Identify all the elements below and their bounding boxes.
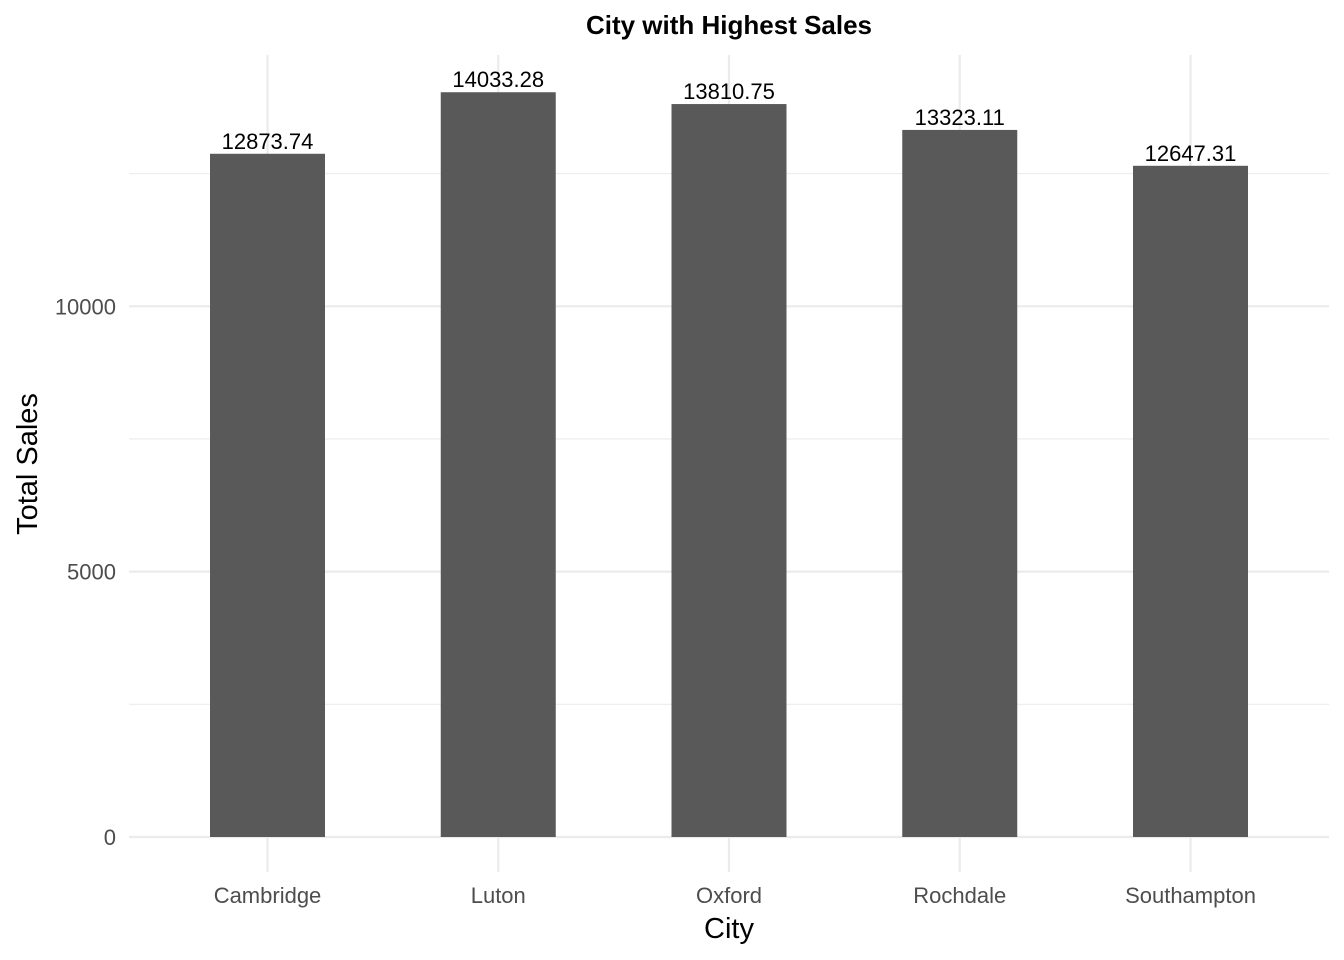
axis-ticks: Cambridge Luton Oxford Rochdale Southampton 0… [55,294,1256,908]
y-tick-label: 10000 [55,294,116,319]
bar-luton [440,92,556,838]
bar-rochdale [902,129,1018,837]
bar-cambridge [210,153,325,837]
y-tick-label: 5000 [67,560,116,585]
x-tick-label: Luton [471,883,526,908]
x-tick-label: Cambridge [214,883,322,908]
bar-southampton [1133,165,1248,837]
y-tick-label: 0 [104,825,116,850]
y-axis-title: Total Sales [12,393,44,535]
x-tick-label: Oxford [696,883,762,908]
data-label: 14033.28 [452,67,544,92]
x-tick-label: Southampton [1125,883,1256,908]
data-label: 12647.31 [1145,141,1237,166]
data-label: 13323.11 [915,105,1005,130]
chart-title: City with Highest Sales [586,10,872,40]
bar-oxford [671,104,787,838]
data-labels: 12873.74 14033.28 13810.75 13323.11 12647.31 [222,67,1237,166]
x-tick-label: Rochdale [913,883,1006,908]
x-axis-title: City [704,913,754,945]
data-label: 13810.75 [683,79,775,104]
data-label: 12873.74 [222,129,314,154]
bars [210,92,1248,838]
